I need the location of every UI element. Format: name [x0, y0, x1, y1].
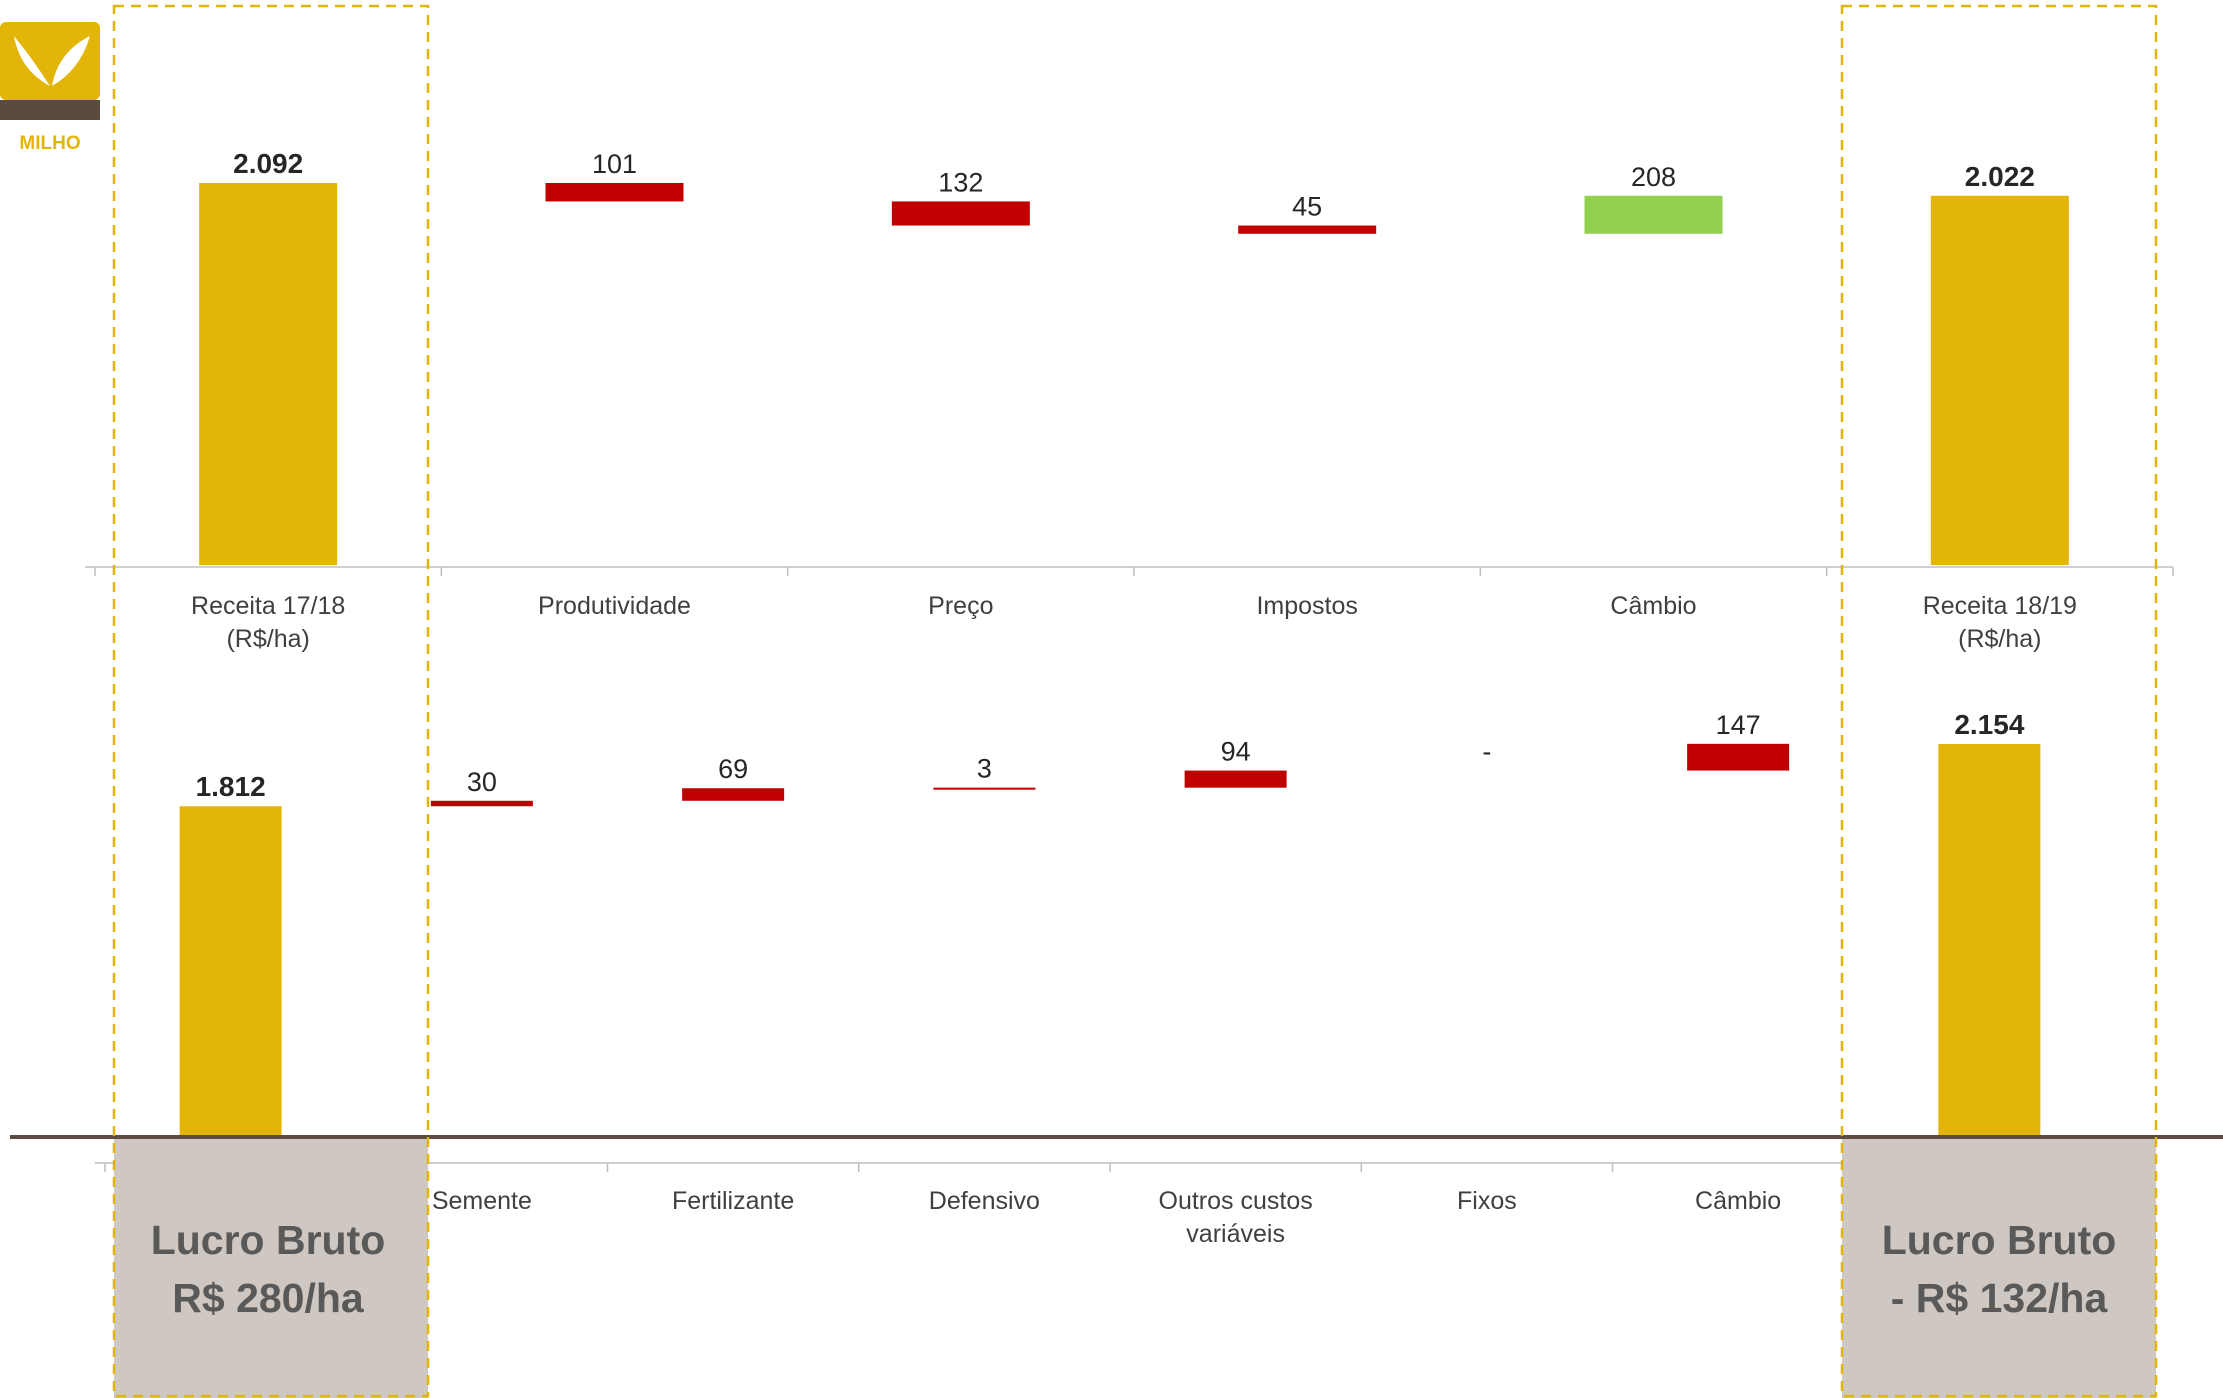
- profit-box-1-value: R$ 280/ha: [172, 1275, 365, 1321]
- cost-bar-semente: [430, 800, 533, 807]
- cost-value-label-category-0: 1.812: [196, 771, 266, 802]
- revenue-category-label-produtividade: Produtividade: [538, 592, 691, 620]
- cost-bar-category-7: [1938, 744, 2041, 1136]
- logo-leaf-icon: [0, 22, 100, 100]
- revenue-category-label-receita-17-18-r-ha: Receita 17/18 (R$/ha): [191, 592, 345, 653]
- revenue-bar-preco: [891, 201, 1030, 226]
- cost-category-label-defensivo: Defensivo: [929, 1187, 1040, 1215]
- cost-bar-cambio: [1687, 743, 1790, 771]
- profit-box-1: [114, 1139, 428, 1398]
- logo-label: MILHO: [19, 133, 80, 154]
- profit-box-2: [1842, 1139, 2156, 1398]
- revenue-category-label-impostos: Impostos: [1256, 592, 1357, 620]
- highlight-overlays: Lucro Bruto R$ 280/ha Lucro Bruto - R$ 132/…: [10, 4, 2223, 1398]
- revenue-bar-receita-17-18-r-ha: [199, 183, 338, 565]
- revenue-value-label-preco: 132: [938, 167, 983, 197]
- revenue-bar-produtividade: [545, 183, 684, 202]
- highlight-frame-1: [112, 4, 430, 1398]
- revenue-value-label-cambio: 208: [1631, 162, 1676, 192]
- revenue-bar-impostos: [1238, 225, 1377, 234]
- cost-bar-category-0: [179, 806, 282, 1136]
- cost-value-label-cambio: 147: [1716, 710, 1761, 740]
- cost-category-label-semente: Semente: [432, 1187, 532, 1215]
- logo-soil-icon: [0, 100, 100, 120]
- cost-bar-defensivo: [933, 787, 1036, 790]
- cost-category-label-outros-custos-variaveis: Outros custos variáveis: [1159, 1187, 1313, 1248]
- revenue-value-label-receita-18-19-r-ha: 2.022: [1965, 161, 2035, 192]
- profit-box-2-value: - R$ 132/ha: [1891, 1275, 2109, 1321]
- cost-value-label-category-7: 2.154: [1954, 709, 2024, 740]
- cost-value-label-semente: 30: [467, 767, 497, 797]
- revenue-category-label-receita-18-19-r-ha: Receita 18/19 (R$/ha): [1923, 592, 2077, 653]
- cost-value-label-fertilizante: 69: [718, 754, 748, 784]
- revenue-category-label-preco: Preço: [928, 592, 993, 620]
- cost-value-label-fixos: -: [1482, 737, 1491, 767]
- highlight-frame-2: [1840, 4, 2158, 1398]
- cost-category-label-cambio: Câmbio: [1695, 1187, 1781, 1215]
- revenue-value-label-receita-17-18-r-ha: 2.092: [233, 148, 303, 179]
- profit-box-1-title: Lucro Bruto: [151, 1217, 386, 1263]
- revenue-waterfall: 2.092 Receita 17/18 (R$/ha) 101 Produtividad…: [85, 148, 2174, 653]
- revenue-category-label-cambio: Câmbio: [1610, 592, 1696, 620]
- cost-waterfall: 1.812 30 Semente 69 Fertilizante 3 Defensivo 94…: [95, 709, 2116, 1248]
- cost-category-label-fertilizante: Fertilizante: [672, 1187, 794, 1215]
- revenue-bar-receita-18-19-r-ha: [1930, 195, 2069, 565]
- cost-category-label-fixos: Fixos: [1457, 1187, 1517, 1215]
- revenue-value-label-impostos: 45: [1292, 192, 1322, 222]
- cost-value-label-outros-custos-variaveis: 94: [1221, 737, 1251, 767]
- revenue-bar-cambio: [1584, 195, 1723, 234]
- cost-value-label-defensivo: 3: [977, 754, 992, 784]
- cost-bar-fertilizante: [682, 788, 785, 801]
- revenue-value-label-produtividade: 101: [592, 149, 637, 179]
- cost-bar-outros-custos-variaveis: [1184, 770, 1287, 788]
- milho-logo: MILHO: [0, 22, 100, 154]
- profit-box-2-title: Lucro Bruto: [1882, 1217, 2117, 1263]
